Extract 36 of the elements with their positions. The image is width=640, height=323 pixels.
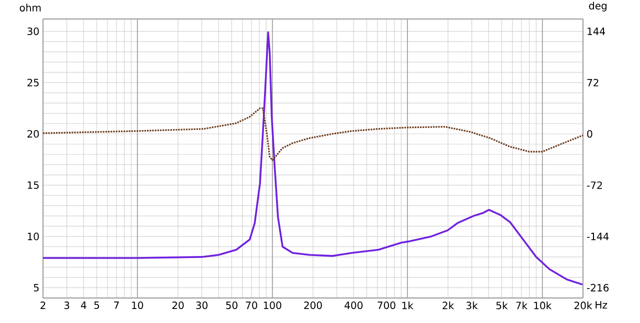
x-tick-label: 20k [574,302,592,310]
x-tick-label: 10k [534,302,552,310]
y2-tick-label: 0 [587,130,592,138]
y2-tick-label: -216 [587,284,609,292]
y-axis-title: ohm [20,4,41,12]
x-tick-label: 4 [80,302,86,309]
x-tick-label: 7 [114,302,119,309]
x-tick-label: 2k [442,302,454,310]
x-tick-label: 7k [516,302,528,310]
y-tick-label: 20 [27,130,39,138]
x-axis-title: Hz [596,301,608,308]
y2-tick-label: -144 [587,232,609,240]
x-tick-label: 70 [246,302,258,310]
y-tick-label: 30 [28,28,39,36]
x-tick-label: 3k [466,302,478,310]
x-tick-label: 30 [196,302,208,310]
x-tick-label: 200 [304,302,322,310]
x-tick-label: 3 [64,302,70,310]
y2-tick-label: 72 [587,78,598,86]
x-tick-label: 700 [378,302,396,310]
x-tick-label: 1k [402,302,414,310]
y-tick-label: 5 [34,284,39,292]
y2-tick-label: -72 [587,181,602,189]
y2-axis-title: deg [589,2,606,12]
x-tick-label: 100 [264,302,282,310]
y-tick-label: 10 [28,232,39,240]
x-tick-label: 5k [496,302,508,310]
x-tick-label: 5 [94,302,100,309]
x-tick-label: 50 [226,302,238,310]
x-tick-label: 400 [344,302,363,310]
y-tick-label: 15 [28,181,39,189]
x-tick-label: 20 [172,302,184,310]
y-tick-label: 25 [27,78,39,86]
x-tick-label: 2 [40,302,46,309]
x-tick-label: 10 [132,302,144,310]
y2-tick-label: 144 [588,28,606,35]
